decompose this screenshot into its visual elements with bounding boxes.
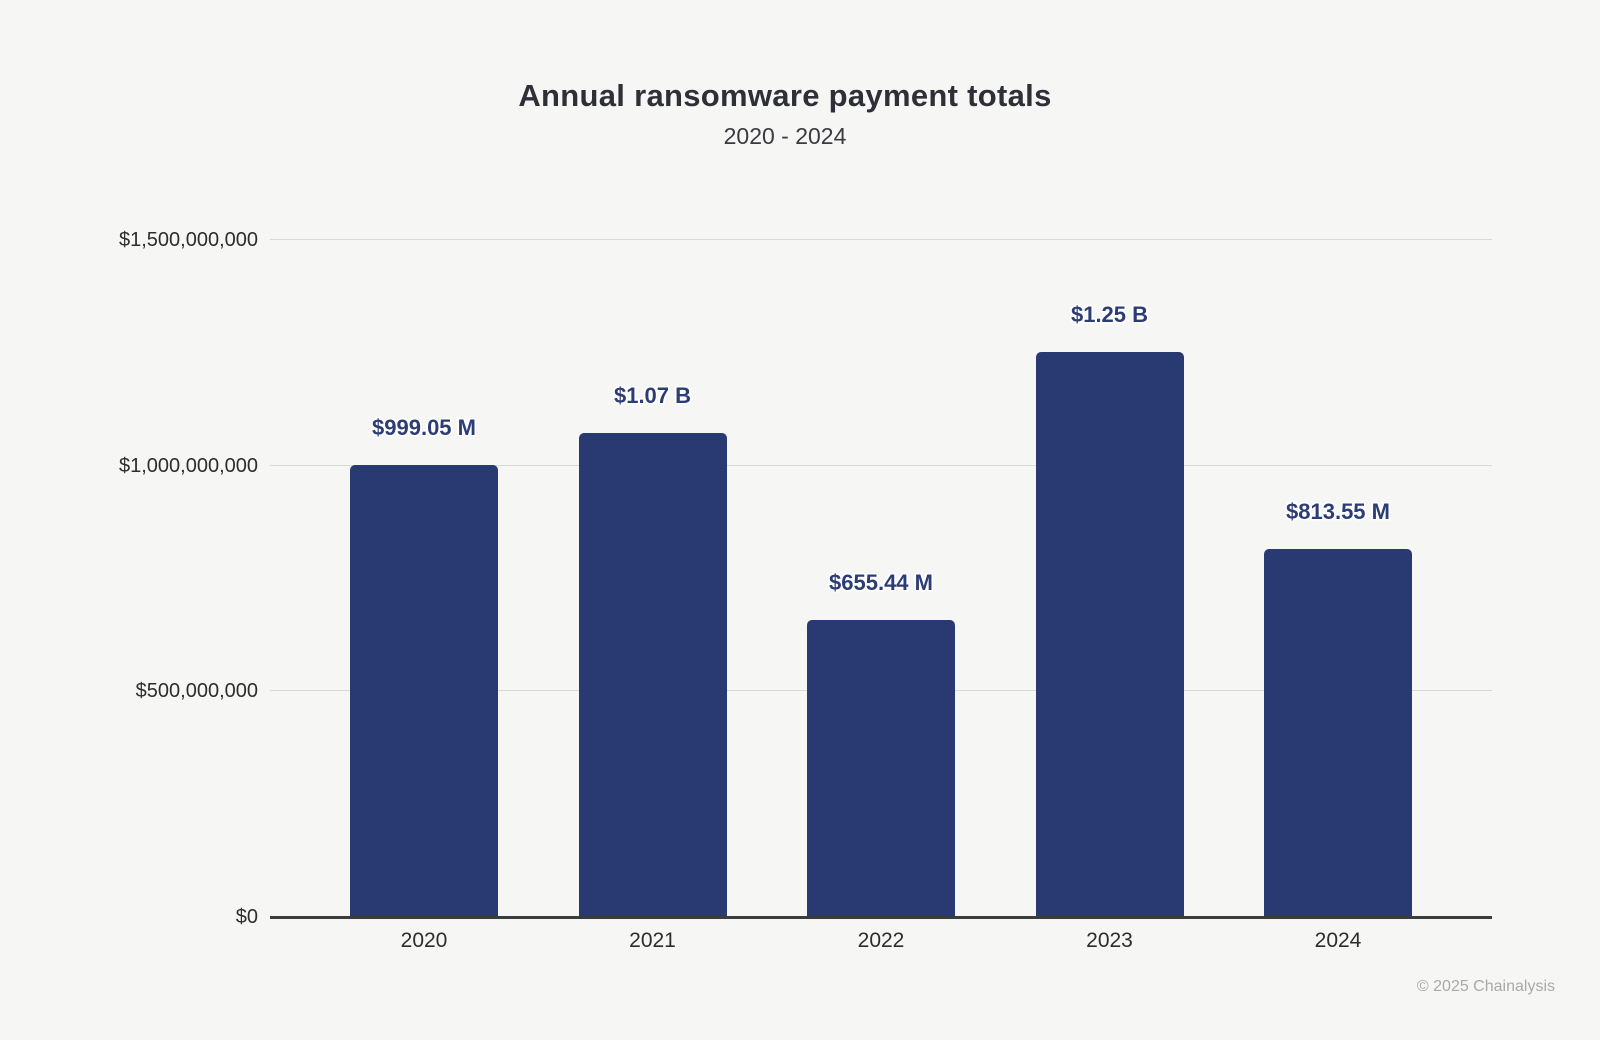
y-axis-tick-label: $500,000,000	[135, 680, 258, 703]
x-axis-tick-label: 2023	[1086, 929, 1133, 952]
x-axis-tick-label: 2021	[629, 929, 676, 952]
y-axis-tick-label: $1,500,000,000	[118, 229, 258, 251]
attribution-text: © 2025 Chainalysis	[1416, 978, 1555, 995]
bar-value-label: $1.07 B	[613, 383, 692, 409]
bar-value-label: $655.44 M	[829, 570, 933, 596]
bar-2021	[578, 433, 727, 916]
chart-subtitle: 2020 - 2024	[723, 123, 847, 149]
y-gridline	[270, 464, 1492, 466]
x-axis-tick-label: 2022	[857, 929, 905, 952]
bar-value-label: $999.05 M	[372, 415, 476, 441]
y-axis-tick-label: $0	[235, 906, 258, 928]
bar-value-label: $813.55 M	[1286, 498, 1390, 524]
bar-2023	[1035, 351, 1184, 916]
bar-value-label: $1.25 B	[1070, 301, 1149, 327]
chart-title: Annual ransomware payment totals	[518, 78, 1052, 113]
bar-2024	[1264, 548, 1412, 916]
y-axis-tick-label: $1,000,000,000	[118, 454, 258, 477]
y-gridline	[270, 239, 1492, 240]
x-axis-tick-label: 2024	[1314, 929, 1362, 952]
bar-2022	[807, 620, 955, 916]
x-axis-tick-label: 2020	[400, 929, 448, 952]
bar-2020	[350, 465, 498, 916]
x-axis-line	[270, 916, 1492, 919]
